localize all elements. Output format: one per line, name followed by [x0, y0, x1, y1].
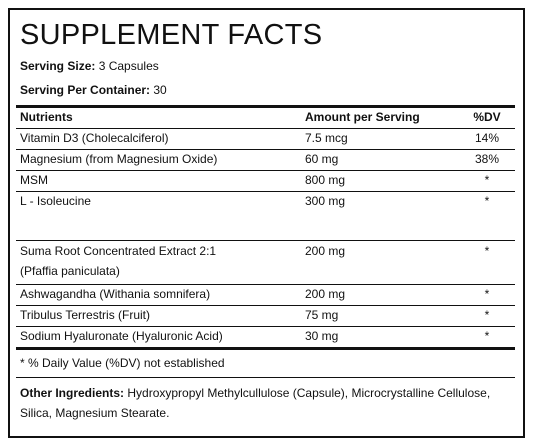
nutrient-amount: 60 mg — [303, 149, 459, 171]
serving-per-container: Serving Per Container: 30 — [20, 80, 515, 100]
supplement-label: SUPPLEMENT FACTS Serving Size: 3 Capsule… — [8, 8, 525, 438]
serving-size: Serving Size: 3 Capsules — [20, 56, 515, 76]
nutrient-row: Ashwagandha (Withania somnifera) 200 mg * — [16, 284, 515, 306]
nutrient-amount: 200 mg — [303, 240, 459, 285]
serving-size-value: 3 Capsules — [98, 59, 159, 73]
nutrient-dv: * — [459, 284, 515, 306]
nutrient-dv: * — [459, 170, 515, 192]
nutrient-amount: 30 mg — [305, 329, 339, 343]
nutrient-name: L - Isoleucine — [16, 191, 303, 241]
nutrient-name: Tribulus Terrestris (Fruit) — [16, 305, 303, 327]
serving-per-container-label: Serving Per Container: — [20, 83, 151, 97]
nutrient-dv: * — [459, 305, 515, 327]
nutrient-row: L - Isoleucine 300 mg * — [16, 191, 515, 241]
nutrient-name-line: Vitamin D3 (Cholecalciferol) — [20, 131, 169, 145]
other-ingredients: Other Ingredients: Hydroxypropyl Methylc… — [16, 378, 515, 428]
nutrient-row: Vitamin D3 (Cholecalciferol) 7.5 mcg 14% — [16, 128, 515, 150]
nutrient-dv: 38% — [459, 149, 515, 171]
header-cell: Amount per Serving — [303, 106, 459, 129]
nutrient-row: Tribulus Terrestris (Fruit) 75 mg * — [16, 305, 515, 327]
nutrient-row: Sodium Hyaluronate (Hyaluronic Acid) 30 m… — [16, 327, 515, 349]
nutrient-name-line: L - Isoleucine — [20, 194, 91, 208]
footnote: * % Daily Value (%DV) not established — [16, 350, 515, 378]
other-ingredients-label: Other Ingredients: — [20, 386, 125, 400]
nutrient-name-line: Ashwagandha (Withania somnifera) — [20, 287, 211, 301]
nutrient-name: Suma Root Concentrated Extract 2:1 (Pfaff… — [16, 240, 303, 285]
header-cell: %DV — [459, 106, 515, 129]
serving-size-label: Serving Size: — [20, 59, 96, 73]
other-ingredients-text: Hydroxypropyl Methylcullulose (Capsule),… — [20, 386, 491, 420]
nutrient-name-line: MSM — [20, 173, 48, 187]
nutrient-name: Vitamin D3 (Cholecalciferol) — [16, 128, 303, 150]
nutrient-name-line: Magnesium (from Magnesium Oxide) — [20, 152, 218, 166]
nutrient-name: Sodium Hyaluronate (Hyaluronic Acid) — [16, 327, 303, 349]
nutrient-amount: 200 mg — [303, 284, 459, 306]
nutrient-amount: 300 mg — [303, 191, 459, 241]
nutrient-row: MSM 800 mg * — [16, 170, 515, 192]
nutrient-name-line: (Pfaffia paniculata) — [20, 264, 120, 278]
header-row: Nutrients Amount per Serving %DV — [16, 106, 515, 129]
title: SUPPLEMENT FACTS — [20, 19, 323, 51]
nutrient-amount: 7.5 mcg — [303, 128, 459, 150]
nutrient-amount: 800 mg — [303, 170, 459, 192]
nutrient-name-line: Sodium Hyaluronate (Hyaluronic Acid) — [20, 329, 223, 343]
nutrient-name-line: Tribulus Terrestris (Fruit) — [20, 308, 151, 322]
nutrient-name-line: Suma Root Concentrated Extract 2:1 — [20, 244, 217, 258]
nutrient-name: Magnesium (from Magnesium Oxide) — [16, 149, 303, 171]
serving-per-container-value: 30 — [153, 83, 167, 97]
label-content: SUPPLEMENT FACTS Serving Size: 3 Capsule… — [16, 10, 515, 428]
nutrient-name: MSM — [16, 170, 303, 192]
header-cell: Nutrients — [16, 106, 303, 129]
nutrient-row: Suma Root Concentrated Extract 2:1 (Pfaff… — [16, 240, 515, 285]
nutrient-dv: * — [484, 329, 490, 343]
nutrient-row: Magnesium (from Magnesium Oxide) 60 mg 38% — [16, 149, 515, 171]
nutrient-name: Ashwagandha (Withania somnifera) — [16, 284, 303, 306]
nutrient-amount: 75 mg — [303, 305, 459, 327]
nutrient-dv: * — [459, 191, 515, 241]
nutrient-table: Nutrients Amount per Serving %DV Vitamin… — [16, 105, 515, 350]
nutrient-dv: * — [459, 240, 515, 285]
nutrient-dv: 14% — [459, 128, 515, 150]
